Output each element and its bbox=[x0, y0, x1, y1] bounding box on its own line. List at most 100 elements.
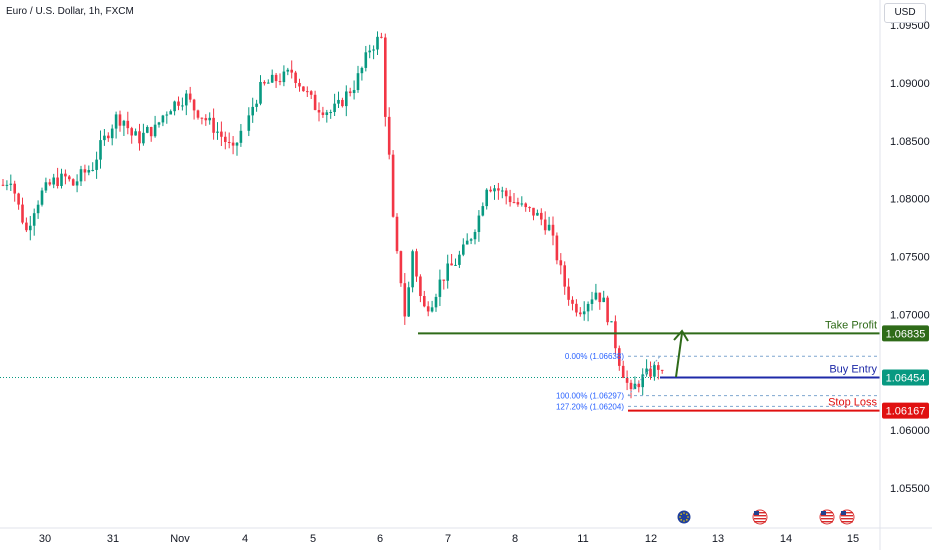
candle-body bbox=[165, 114, 169, 116]
candle-body bbox=[602, 297, 605, 303]
candle-body bbox=[68, 176, 71, 180]
candle-body bbox=[60, 173, 63, 186]
price-badge-label: 1.06454 bbox=[886, 372, 926, 384]
candle-body bbox=[149, 126, 153, 137]
candle-body bbox=[469, 239, 473, 241]
candle-body bbox=[430, 307, 434, 312]
fib-level-label: 0.00% (1.06638) bbox=[565, 352, 624, 361]
candle-body bbox=[161, 115, 165, 123]
candle-body bbox=[99, 140, 102, 160]
price-badge bbox=[882, 369, 929, 386]
fib-trend-line bbox=[627, 355, 661, 396]
candle-body bbox=[52, 177, 55, 185]
candle-body bbox=[516, 202, 520, 205]
candle-body bbox=[497, 188, 500, 191]
candle-body bbox=[185, 93, 188, 106]
candle-body bbox=[1, 184, 5, 186]
candle-body bbox=[504, 190, 508, 197]
us-flag-canton bbox=[821, 511, 826, 515]
candle-body bbox=[532, 207, 535, 216]
candle-body bbox=[594, 292, 598, 300]
candle-body bbox=[169, 111, 172, 115]
us-flag-canton bbox=[754, 511, 759, 515]
candle-body bbox=[384, 37, 387, 117]
candle-body bbox=[434, 296, 438, 308]
candle-body bbox=[114, 114, 118, 129]
time-tick-label: 15 bbox=[847, 533, 859, 545]
eu-flag-star bbox=[683, 512, 685, 514]
candle-body bbox=[528, 207, 531, 209]
candle-body bbox=[56, 177, 59, 186]
fibonacci-retracement: 0.00% (1.06638) 100.00% (1.06297)127.20% … bbox=[556, 352, 880, 411]
candle-body bbox=[48, 182, 52, 185]
candle-body bbox=[313, 94, 317, 110]
candle-body bbox=[376, 36, 379, 50]
time-tick-label: 12 bbox=[645, 533, 657, 545]
fib-level-label: 127.20% (1.06204) bbox=[556, 402, 624, 411]
us-flag-icon bbox=[819, 509, 835, 525]
candle-body bbox=[220, 131, 223, 137]
candle-body bbox=[13, 183, 16, 194]
time-tick-label: 14 bbox=[780, 533, 792, 545]
candle-body bbox=[103, 135, 106, 141]
level-name-label: Stop Loss bbox=[828, 397, 877, 409]
us-flag-stripe bbox=[754, 518, 766, 520]
candle-body bbox=[333, 103, 336, 113]
time-tick-label: 4 bbox=[242, 533, 248, 545]
candle-body bbox=[239, 130, 243, 143]
candle-body bbox=[325, 112, 329, 115]
candle-body bbox=[426, 306, 430, 312]
time-tick-label: 6 bbox=[377, 533, 383, 545]
candle-body bbox=[606, 297, 609, 323]
price-tick-label: 1.08000 bbox=[890, 194, 930, 206]
candle-body bbox=[411, 251, 414, 288]
candle-body bbox=[309, 91, 313, 95]
eu-flag-star bbox=[680, 519, 682, 521]
candle-body bbox=[173, 101, 176, 112]
candle-body bbox=[107, 135, 110, 139]
candle-body bbox=[290, 69, 293, 73]
us-flag-stripe bbox=[821, 512, 833, 514]
us-flag-stripe bbox=[754, 512, 766, 514]
us-flag-stripe bbox=[841, 515, 853, 517]
candle-body bbox=[649, 368, 652, 377]
candle-body bbox=[356, 73, 360, 91]
candle-body bbox=[360, 67, 364, 74]
candle-body bbox=[208, 117, 211, 121]
us-flag-icon bbox=[752, 509, 768, 525]
candle-body bbox=[286, 69, 290, 72]
currency-button[interactable]: USD bbox=[884, 3, 926, 23]
candle-body bbox=[25, 222, 28, 231]
time-tick-label: 31 bbox=[107, 533, 119, 545]
candle-body bbox=[462, 244, 465, 255]
price-badge-label: 1.06835 bbox=[886, 328, 926, 340]
eu-flag-star bbox=[686, 519, 688, 521]
price-tick-label: 1.08500 bbox=[890, 136, 930, 148]
candle-body bbox=[637, 383, 641, 388]
time-tick-label: 13 bbox=[712, 533, 724, 545]
candle-body bbox=[130, 128, 133, 136]
candle-body bbox=[274, 74, 278, 82]
candle-body bbox=[614, 321, 617, 349]
time-tick-label: 30 bbox=[39, 533, 51, 545]
candle-body bbox=[157, 122, 161, 125]
candle-body bbox=[590, 299, 594, 304]
target-arrow bbox=[675, 332, 683, 378]
candle-body bbox=[36, 204, 40, 214]
candle-body bbox=[196, 110, 200, 118]
candle-body bbox=[493, 188, 496, 192]
price-tick-label: 1.07000 bbox=[890, 309, 930, 321]
candle-body bbox=[645, 368, 648, 375]
price-tick-label: 1.05500 bbox=[890, 483, 930, 495]
price-axis: 1.09500 1.09000 1.08500 1.08000 1.07500 1.070… bbox=[879, 0, 930, 550]
candle-body bbox=[465, 240, 469, 245]
candle-body bbox=[380, 36, 383, 38]
candle-body bbox=[110, 128, 114, 139]
candle-body bbox=[259, 81, 262, 104]
us-flag-icon bbox=[839, 509, 855, 525]
time-tick-label: 7 bbox=[445, 533, 451, 545]
us-flag-canton bbox=[841, 511, 846, 515]
candle-body bbox=[610, 321, 613, 323]
